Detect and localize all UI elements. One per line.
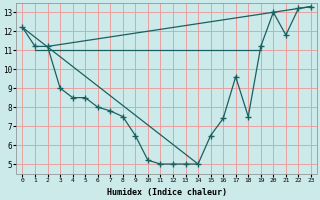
X-axis label: Humidex (Indice chaleur): Humidex (Indice chaleur) — [107, 188, 227, 197]
